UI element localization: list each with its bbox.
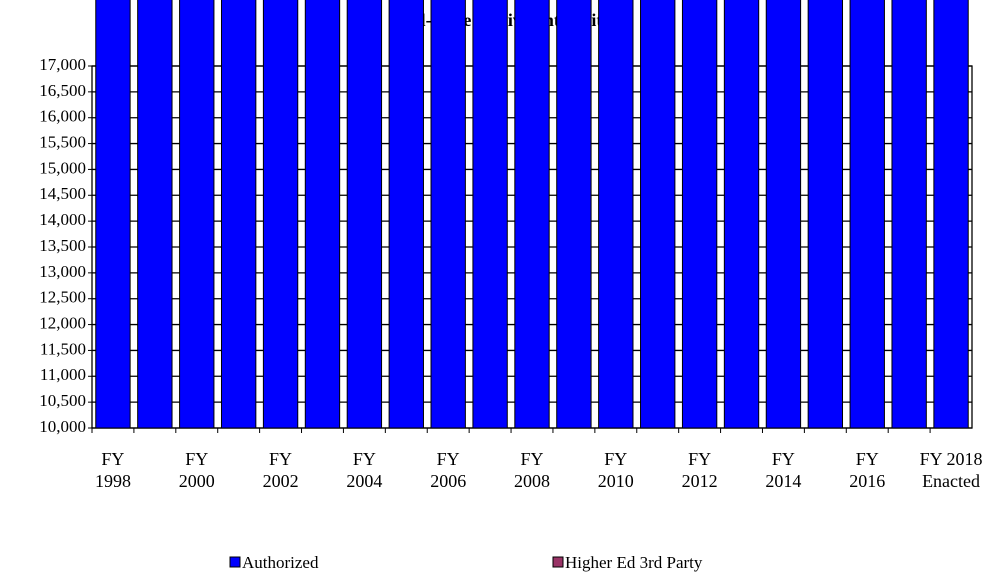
bar-segment [388, 0, 424, 429]
y-tick-label: 15,000 [39, 158, 86, 177]
x-tick-label: FY 2018 Enacted [919, 449, 983, 491]
y-tick-label: 10,500 [39, 391, 86, 410]
y-tick-label: 16,500 [39, 81, 86, 100]
y-tick-label: 13,000 [39, 262, 86, 281]
x-tick-label: FY 2002 [262, 449, 299, 491]
x-tick-label: FY 2010 [597, 449, 634, 491]
bar-segment [933, 0, 969, 429]
bar-segment [430, 0, 466, 429]
legend-swatch [552, 556, 564, 568]
legend-label: Higher Ed 3rd Party [565, 553, 703, 572]
x-tick-label: FY 1998 [94, 449, 131, 491]
y-tick-label: 12,500 [39, 288, 86, 307]
y-tick-label: 11,000 [40, 365, 86, 384]
bar-segment [598, 0, 634, 429]
bar-segment [640, 0, 676, 429]
y-tick-label: 16,000 [39, 107, 86, 126]
bar-segment [472, 0, 508, 429]
bar-segment [137, 0, 173, 429]
x-tick-label: FY 2012 [681, 449, 718, 491]
bar-segment [514, 0, 550, 429]
legend-swatch [229, 556, 241, 568]
chart-title: Full-Time Equivalent Positions [395, 10, 634, 30]
x-tick-label: FY 2008 [514, 449, 550, 491]
y-tick-label: 17,000 [39, 55, 86, 74]
bar-segment [556, 0, 592, 429]
bar-segment [723, 0, 760, 429]
x-tick-label: FY 2000 [178, 449, 215, 491]
bar-segment [891, 0, 927, 429]
y-tick-label: 15,500 [39, 132, 86, 151]
x-tick-label: FY 2016 [849, 449, 886, 491]
bar-segment [849, 0, 885, 429]
bar-segment [346, 0, 383, 429]
legend-label: Authorized [242, 553, 319, 572]
y-tick-label: 13,500 [39, 236, 86, 255]
bar-segment [681, 0, 718, 429]
x-tick-label: FY 2006 [430, 449, 467, 491]
bar-segment [179, 0, 215, 429]
y-tick-label: 14,000 [39, 210, 86, 229]
bar-segment [304, 0, 341, 429]
bar-segment [765, 0, 802, 429]
bar-segment [262, 0, 299, 429]
y-tick-label: 14,500 [39, 184, 86, 203]
bar-segment [95, 0, 131, 429]
bar-segment [807, 0, 844, 429]
y-tick-label: 11,500 [40, 339, 86, 358]
y-tick-label: 12,000 [39, 313, 86, 332]
x-tick-label: FY 2004 [346, 449, 383, 491]
y-tick-label: 10,000 [39, 417, 86, 436]
bar-segment [220, 0, 257, 429]
x-tick-label: FY 2014 [765, 449, 802, 491]
